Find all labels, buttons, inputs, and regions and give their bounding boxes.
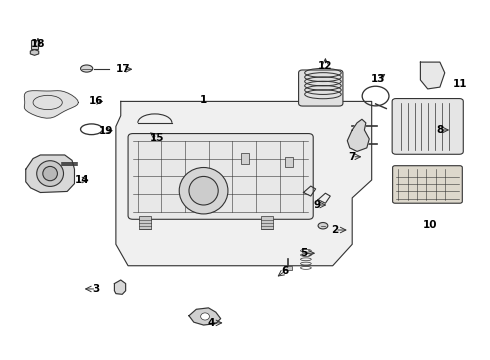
Polygon shape (189, 308, 220, 325)
Ellipse shape (318, 222, 328, 229)
Bar (30, 40, 38, 49)
Text: 8: 8 (436, 125, 443, 135)
FancyBboxPatch shape (128, 134, 313, 219)
FancyBboxPatch shape (392, 99, 463, 154)
Text: 16: 16 (89, 96, 104, 107)
Text: 12: 12 (318, 61, 333, 71)
Polygon shape (116, 102, 372, 266)
FancyBboxPatch shape (298, 70, 343, 106)
Text: 13: 13 (371, 74, 385, 84)
Text: 11: 11 (453, 78, 467, 89)
Text: 1: 1 (200, 95, 207, 105)
Ellipse shape (43, 166, 57, 181)
Polygon shape (347, 119, 369, 152)
Text: 4: 4 (207, 318, 215, 328)
Text: 10: 10 (423, 220, 438, 230)
Text: 19: 19 (99, 126, 113, 136)
Text: 7: 7 (348, 152, 356, 162)
Text: 15: 15 (150, 133, 165, 143)
Polygon shape (30, 50, 39, 55)
Ellipse shape (189, 176, 218, 205)
Ellipse shape (80, 65, 93, 72)
Polygon shape (24, 91, 78, 118)
Text: 14: 14 (74, 175, 89, 185)
Polygon shape (26, 155, 74, 193)
Bar (284, 266, 292, 270)
Text: 3: 3 (93, 284, 100, 294)
Text: 2: 2 (332, 225, 339, 235)
Bar (261, 216, 273, 229)
Polygon shape (115, 280, 125, 294)
Bar (139, 216, 151, 229)
Polygon shape (420, 62, 445, 89)
Ellipse shape (179, 167, 228, 214)
Bar (285, 157, 293, 167)
Ellipse shape (201, 313, 209, 320)
Text: 6: 6 (281, 266, 289, 276)
Bar (241, 153, 249, 164)
Text: 5: 5 (300, 248, 307, 258)
Text: 17: 17 (116, 64, 130, 74)
Ellipse shape (37, 161, 64, 186)
Text: 9: 9 (314, 200, 320, 210)
FancyBboxPatch shape (392, 166, 462, 203)
Text: 18: 18 (31, 39, 45, 49)
